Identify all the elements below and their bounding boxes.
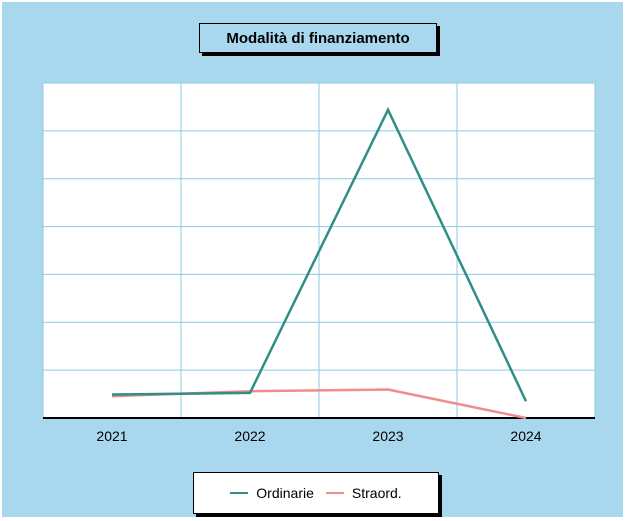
legend-swatch-ordinarie (230, 492, 249, 494)
x-tick-label: 2024 (510, 428, 541, 444)
x-tick-label: 2021 (96, 428, 127, 444)
chart-title-box: Modalità di finanziamento (199, 23, 437, 53)
chart-legend: Ordinarie Straord. (193, 472, 439, 514)
x-tick-label: 2022 (234, 428, 265, 444)
legend-label-straord: Straord. (351, 485, 402, 501)
legend-swatch-straord (325, 492, 344, 494)
legend-item-straord: Straord. (325, 485, 402, 501)
legend-label-ordinarie: Ordinarie (256, 485, 314, 501)
series-line-ordinarie (111, 106, 528, 402)
x-tick-label: 2023 (372, 428, 403, 444)
chart-title: Modalità di finanziamento (226, 29, 410, 47)
legend-item-ordinarie: Ordinarie (230, 485, 314, 501)
